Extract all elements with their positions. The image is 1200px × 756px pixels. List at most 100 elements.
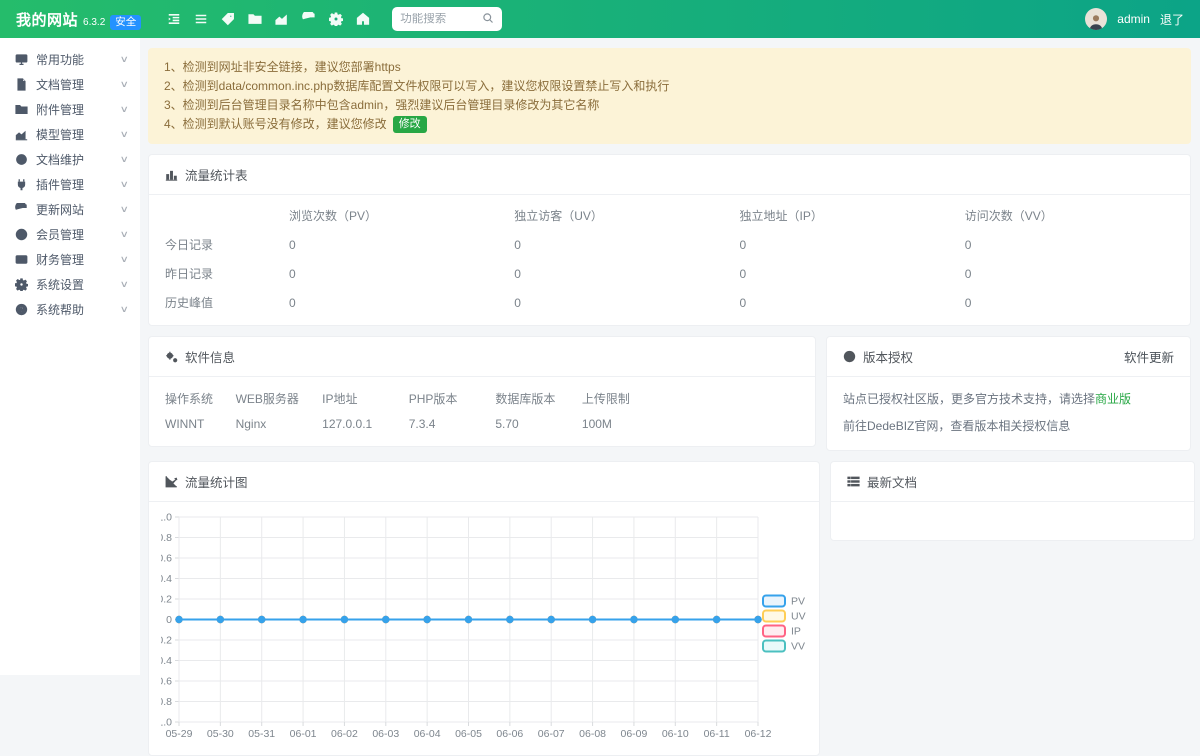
- sidebar-item-文档管理[interactable]: 文档管理 ∨: [0, 72, 140, 97]
- table-row: 今日记录 0 0 0 0: [149, 230, 1190, 259]
- traffic-stats-card: 流量统计表 浏览次数（PV） 独立访客（UV） 独立地址（IP） 访问次数（VV） 今日…: [148, 154, 1191, 326]
- chevron-down-icon: ∨: [120, 129, 130, 139]
- svg-text:06-11: 06-11: [704, 728, 730, 740]
- svg-text:PV: PV: [791, 596, 805, 608]
- sidebar-item-label: 更新网站: [36, 203, 85, 217]
- sidebar-item-插件管理[interactable]: 插件管理 ∨: [0, 172, 140, 197]
- stats-column-header: 独立地址（IP）: [739, 209, 823, 223]
- commercial-edition-link[interactable]: 商业版: [1095, 392, 1132, 406]
- chevron-down-icon: ∨: [120, 254, 130, 264]
- svg-text:06-07: 06-07: [538, 728, 565, 740]
- copyright-icon: [843, 350, 856, 363]
- gears-icon: [165, 350, 178, 363]
- table-row: 历史峰值 0 0 0 0: [149, 288, 1190, 317]
- sidebar-item-系统帮助[interactable]: ? 系统帮助 ∨: [0, 297, 140, 322]
- sidebar-item-label: 文档管理: [36, 78, 85, 92]
- document-icon: [14, 78, 28, 92]
- sidebar-item-label: 会员管理: [36, 228, 85, 242]
- license-line-2: 前往DedeBIZ官网，查看版本相关授权信息: [843, 419, 1071, 433]
- home-icon[interactable]: [356, 12, 370, 26]
- svg-text:05-31: 05-31: [248, 728, 275, 740]
- refresh-icon[interactable]: [302, 12, 316, 26]
- stats-value: 0: [739, 266, 747, 281]
- line-chart-icon: [165, 475, 178, 488]
- traffic-chart-title: 流量统计图: [185, 476, 248, 490]
- sidebar-item-系统设置[interactable]: 系统设置 ∨: [0, 272, 140, 297]
- sidebar-item-财务管理[interactable]: 财务管理 ∨: [0, 247, 140, 272]
- software-info-card: 软件信息 操作系统 WEB服务器 IP地址 PHP版本 数据库版本 上传限制 WINNT Ng…: [148, 336, 816, 447]
- sidebar-item-label: 文档维护: [36, 153, 85, 167]
- sidebar-item-label: 财务管理: [36, 253, 85, 267]
- svg-text:-0.6: -0.6: [161, 676, 172, 688]
- chevron-down-icon: ∨: [120, 179, 130, 189]
- collapse-icon[interactable]: [167, 12, 181, 26]
- safe-badge: 安全: [110, 14, 142, 30]
- folder-icon[interactable]: [248, 12, 262, 26]
- stats-value: 0: [289, 237, 296, 252]
- svg-text:?: ?: [19, 305, 24, 314]
- stats-value: 0: [514, 237, 521, 252]
- svg-text:06-12: 06-12: [745, 728, 772, 740]
- svg-text:0.2: 0.2: [161, 594, 172, 606]
- sidebar-item-模型管理[interactable]: 模型管理 ∨: [0, 122, 140, 147]
- svg-text:-0.8: -0.8: [161, 696, 172, 708]
- gear-icon[interactable]: [329, 12, 344, 26]
- traffic-chart-card: 流量统计图 1.0 0.8 0.6 0.4 0.2 0 -0.2 -0.4 -0.6 -0.8 -1…: [148, 461, 820, 756]
- svg-text:-1.0: -1.0: [161, 717, 172, 729]
- software-field-label: IP地址: [322, 392, 358, 406]
- tag-icon[interactable]: [221, 12, 235, 26]
- stats-value: 0: [289, 295, 296, 310]
- warning-line: 3、检测到后台管理目录名称中包含admin，强烈建议后台管理目录修改为其它名称: [164, 98, 600, 112]
- svg-text:06-08: 06-08: [579, 728, 606, 740]
- sidebar-item-附件管理[interactable]: 附件管理 ∨: [0, 97, 140, 122]
- traffic-table-title: 流量统计表: [185, 169, 248, 183]
- software-field-value: 100M: [581, 417, 612, 431]
- stats-value: 0: [964, 266, 972, 281]
- sidebar-item-更新网站[interactable]: 更新网站 ∨: [0, 197, 140, 222]
- sidebar-item-label: 插件管理: [36, 178, 85, 192]
- search-input[interactable]: [400, 13, 479, 25]
- sidebar-item-常用功能[interactable]: 常用功能 ∨: [0, 47, 140, 72]
- stats-value: 0: [739, 295, 747, 310]
- header-nav: [167, 12, 370, 26]
- bar-chart-icon: [165, 168, 178, 181]
- svg-text:06-06: 06-06: [496, 728, 523, 740]
- modify-button[interactable]: 修改: [392, 116, 427, 133]
- warning-line: 1、检测到网址非安全链接，建议您部署https: [164, 60, 401, 74]
- maintain-icon: [14, 153, 28, 167]
- sidebar-item-会员管理[interactable]: 会员管理 ∨: [0, 222, 140, 247]
- warning-line: 2、检测到data/common.inc.php数据库配置文件权限可以写入，建议…: [164, 79, 670, 93]
- menu-icon[interactable]: [194, 12, 208, 26]
- sidebar-item-文档维护[interactable]: 文档维护 ∨: [0, 147, 140, 172]
- svg-text:06-05: 06-05: [455, 728, 482, 740]
- logout-link[interactable]: 退了: [1159, 12, 1184, 27]
- software-update-link[interactable]: 软件更新: [1123, 351, 1174, 365]
- chart-icon[interactable]: [275, 12, 289, 26]
- avatar[interactable]: [1085, 8, 1108, 30]
- search-icon[interactable]: [478, 12, 494, 27]
- refresh-icon: [14, 203, 28, 217]
- software-field-label: 上传限制: [581, 392, 630, 406]
- svg-text:0.6: 0.6: [161, 553, 172, 565]
- chevron-down-icon: ∨: [120, 229, 130, 239]
- software-field-label: 数据库版本: [495, 392, 556, 406]
- member-icon: [14, 228, 28, 242]
- help-icon: ?: [14, 303, 28, 317]
- latest-docs-title: 最新文档: [867, 476, 918, 490]
- traffic-table: 浏览次数（PV） 独立访客（UV） 独立地址（IP） 访问次数（VV） 今日记录 0 0 0 0…: [149, 201, 1190, 317]
- brand[interactable]: 我的网站 6.3.2 安全: [16, 9, 142, 30]
- license-card: 版本授权 软件更新 站点已授权社区版，更多官方技术支持，请选择商业版 前往Ded…: [826, 336, 1191, 451]
- svg-text:UV: UV: [791, 611, 806, 623]
- svg-text:-0.4: -0.4: [161, 655, 172, 667]
- search-box[interactable]: [392, 7, 503, 31]
- stats-row-label: 今日记录: [165, 238, 214, 252]
- username[interactable]: admin: [1117, 12, 1150, 26]
- chevron-down-icon: ∨: [120, 304, 130, 314]
- chevron-down-icon: ∨: [120, 79, 130, 89]
- chart-legend: PV UV IP VV: [762, 594, 806, 653]
- svg-text:06-04: 06-04: [414, 728, 441, 740]
- chevron-down-icon: ∨: [120, 154, 130, 164]
- svg-text:0: 0: [166, 614, 172, 626]
- svg-text:0.4: 0.4: [161, 573, 172, 585]
- svg-text:06-03: 06-03: [372, 728, 399, 740]
